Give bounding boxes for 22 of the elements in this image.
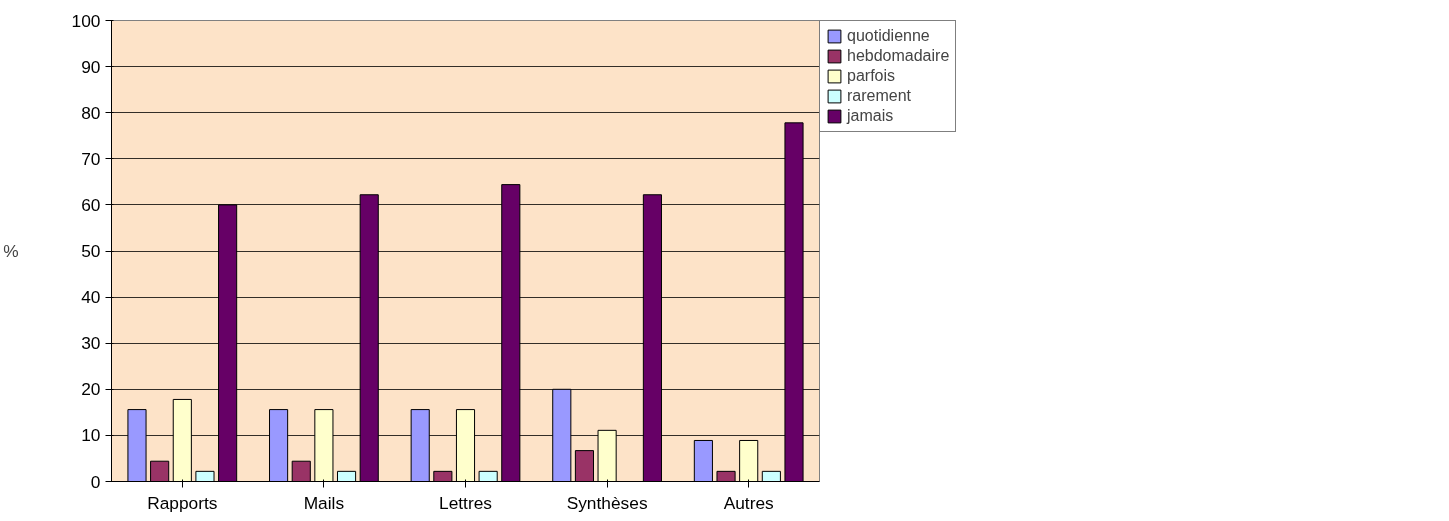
x-tick-label: Autres (723, 492, 775, 513)
y-tick-label: 100 (71, 10, 101, 31)
x-tick-label: Mails (303, 492, 345, 513)
y-tick-label: 80 (81, 102, 101, 123)
legend-label: rarement (847, 87, 913, 105)
y-axis-title: % (3, 241, 19, 261)
y-tick-label: 40 (81, 287, 101, 308)
y-tick-label: 0 (90, 471, 101, 492)
x-tick-label: Rapports (147, 492, 218, 513)
legend-label: quotidienne (847, 27, 931, 45)
y-tick-label: 70 (81, 148, 101, 169)
legend-label: parfois (847, 67, 897, 85)
y-tick-label: 20 (81, 379, 101, 400)
x-tick-label: Synthèses (566, 492, 648, 513)
legend-label: jamais (847, 107, 895, 125)
y-tick-label: 60 (81, 194, 101, 215)
y-tick-label: 10 (81, 425, 101, 446)
x-tick-label: Lettres (439, 492, 493, 513)
legend-label: hebdomadaire (847, 47, 950, 65)
y-tick-label: 30 (81, 333, 101, 354)
y-tick-label: 50 (81, 241, 101, 261)
y-tick-label: 90 (81, 56, 101, 77)
